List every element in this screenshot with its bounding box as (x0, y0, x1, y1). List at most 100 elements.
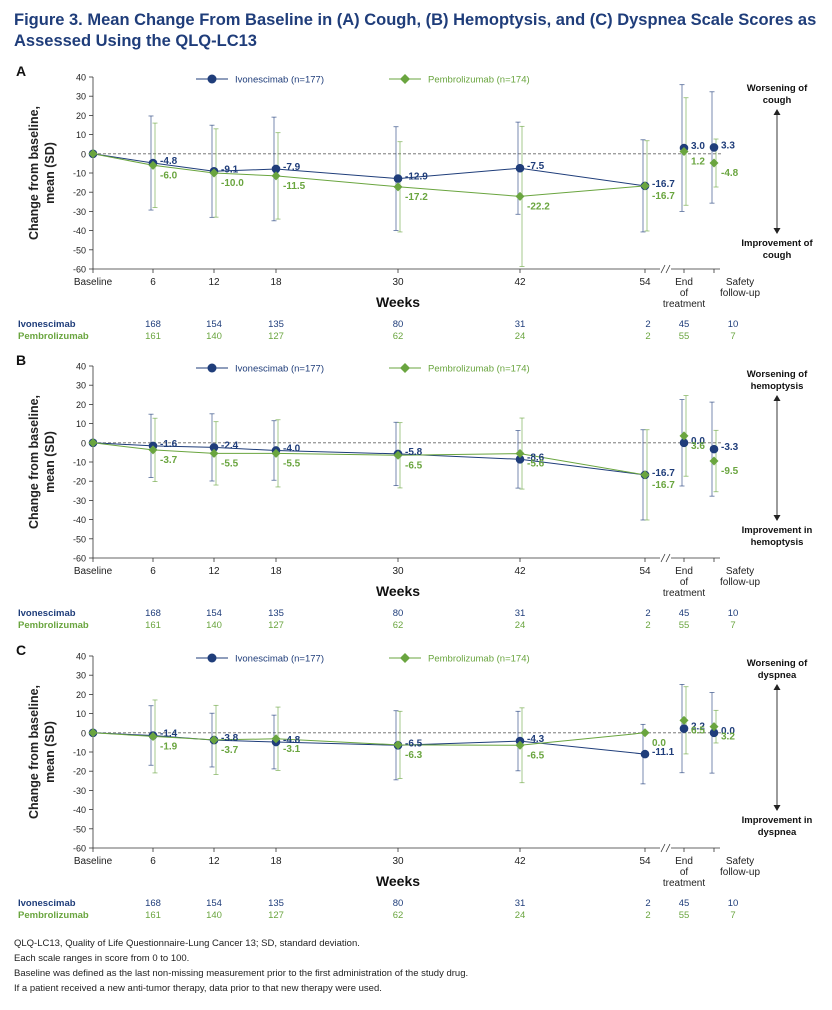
data-label-pembrolizumab: 1.2 (691, 156, 705, 167)
data-point-pembrolizumab (271, 734, 281, 744)
x-category-label: End (675, 277, 693, 288)
improvement-label: Improvement in (742, 525, 813, 536)
legend-label-pembrolizumab: Pembrolizumab (n=174) (428, 75, 530, 86)
data-point-pembrolizumab (271, 448, 281, 458)
n-value-ivonescimab: 168 (145, 608, 161, 619)
y-tick-label: -10 (73, 748, 86, 758)
x-category-label: 42 (514, 856, 526, 867)
n-value-pembrolizumab: 62 (393, 910, 404, 921)
data-point-pembrolizumab (88, 149, 98, 159)
x-category-label: 30 (392, 856, 404, 867)
data-label-ivonescimab: -4.3 (527, 734, 545, 745)
x-category-label: of (680, 867, 689, 878)
improvement-label: hemoptysis (751, 537, 804, 548)
data-point-pembrolizumab (88, 438, 98, 448)
data-label-ivonescimab: -12.9 (405, 172, 428, 183)
data-point-ivonescimab (709, 143, 719, 152)
data-label-ivonescimab: -1.4 (160, 728, 178, 739)
y-axis-label: Change from baseline, (27, 685, 41, 819)
n-row-label-pembrolizumab: Pembrolizumab (18, 910, 89, 921)
y-tick-label: 20 (76, 690, 86, 700)
x-category-label: 18 (270, 566, 282, 577)
data-label-pembrolizumab: -16.7 (652, 191, 675, 202)
y-tick-label: -40 (73, 226, 86, 236)
data-label-pembrolizumab: -3.1 (283, 744, 301, 755)
x-category-label: End (675, 566, 693, 577)
data-label-pembrolizumab: -22.2 (527, 201, 550, 212)
data-point-pembrolizumab (393, 740, 403, 750)
legend-marker-pembrolizumab (400, 653, 410, 663)
footnote-abbreviations: QLQ-LC13, Quality of Life Questionnaire-… (14, 938, 360, 949)
x-category-label: 6 (150, 277, 156, 288)
y-tick-label: 0 (81, 149, 86, 159)
y-axis-label: Change from baseline, (27, 106, 41, 240)
data-label-pembrolizumab: -6.5 (527, 750, 545, 761)
legend-label-pembrolizumab: Pembrolizumab (n=174) (428, 654, 530, 665)
x-axis-label: Weeks (376, 583, 420, 599)
legend-label-ivonescimab: Ivonescimab (n=177) (235, 75, 324, 86)
n-value-pembrolizumab: 140 (206, 331, 222, 342)
x-category-label: Safety (726, 277, 754, 288)
data-label-pembrolizumab: -6.0 (160, 170, 178, 181)
y-tick-label: -30 (73, 207, 86, 217)
y-tick-label: -50 (73, 534, 86, 544)
y-tick-label: -30 (73, 496, 86, 506)
axis-break-mark (660, 843, 666, 853)
footnotes: QLQ-LC13, Quality of Life Questionnaire-… (14, 936, 468, 996)
y-tick-label: -10 (73, 169, 86, 179)
n-value-pembrolizumab: 127 (268, 910, 284, 921)
data-label-ivonescimab: -4.0 (283, 443, 301, 454)
y-tick-label: -60 (73, 844, 86, 854)
legend-marker-pembrolizumab (400, 363, 410, 373)
legend-marker-ivonescimab (207, 74, 217, 84)
legend-label-ivonescimab: Ivonescimab (n=177) (235, 364, 324, 375)
data-label-ivonescimab: -3.8 (221, 733, 239, 744)
y-axis-label: Change from baseline, (27, 395, 41, 529)
data-point-pembrolizumab (679, 431, 689, 441)
legend-marker-pembrolizumab (400, 74, 410, 84)
improvement-label: cough (763, 250, 792, 261)
x-category-label: 18 (270, 277, 282, 288)
x-category-label: 12 (208, 277, 220, 288)
y-axis-label: mean (SD) (43, 431, 57, 493)
n-value-ivonescimab: 45 (679, 319, 690, 330)
legend-label-pembrolizumab: Pembrolizumab (n=174) (428, 364, 530, 375)
x-category-label: Baseline (74, 856, 113, 867)
y-tick-label: -60 (73, 554, 86, 564)
data-point-pembrolizumab (515, 740, 525, 750)
y-tick-label: -60 (73, 265, 86, 275)
n-value-ivonescimab: 135 (268, 319, 284, 330)
data-label-pembrolizumab: -5.5 (283, 458, 301, 469)
x-category-label: 54 (639, 566, 651, 577)
worsening-label: dyspnea (758, 670, 797, 681)
x-axis-label: Weeks (376, 294, 420, 310)
data-point-ivonescimab (709, 444, 719, 454)
axis-break-mark (665, 553, 671, 563)
n-value-pembrolizumab: 55 (679, 910, 690, 921)
n-value-pembrolizumab: 2 (645, 331, 650, 342)
data-label-ivonescimab: -6.5 (405, 738, 423, 749)
n-value-pembrolizumab: 7 (730, 910, 735, 921)
x-category-label: 42 (514, 566, 526, 577)
n-value-pembrolizumab: 127 (268, 331, 284, 342)
data-point-pembrolizumab (640, 181, 650, 191)
n-value-pembrolizumab: 127 (268, 620, 284, 631)
data-point-pembrolizumab (679, 146, 689, 156)
n-value-pembrolizumab: 24 (515, 620, 526, 631)
panel-letter: C (16, 642, 26, 658)
worsening-label: hemoptysis (751, 381, 804, 392)
data-point-pembrolizumab (709, 158, 719, 168)
x-category-label: Safety (726, 566, 754, 577)
worsening-label: Worsening of (747, 658, 808, 669)
data-label-ivonescimab: -8.6 (527, 452, 545, 463)
data-label-ivonescimab: -7.9 (283, 162, 301, 173)
y-tick-label: 30 (76, 381, 86, 391)
data-label-pembrolizumab: 3.2 (721, 732, 735, 743)
data-label-ivonescimab: -1.6 (160, 439, 178, 450)
data-point-pembrolizumab (271, 171, 281, 181)
data-label-ivonescimab: -2.4 (221, 440, 239, 451)
data-point-ivonescimab (393, 174, 403, 183)
legend-label-ivonescimab: Ivonescimab (n=177) (235, 654, 324, 665)
